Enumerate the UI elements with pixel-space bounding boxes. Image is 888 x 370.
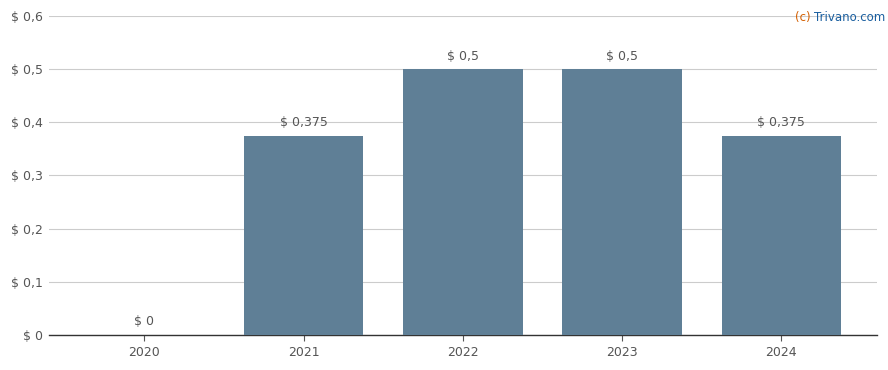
Bar <box>722 136 841 335</box>
Text: $ 0,5: $ 0,5 <box>447 50 479 63</box>
Text: $ 0: $ 0 <box>134 315 155 329</box>
Text: $ 0,5: $ 0,5 <box>606 50 638 63</box>
Bar <box>244 136 363 335</box>
Bar <box>562 69 682 335</box>
Bar <box>403 69 522 335</box>
Text: (c): (c) <box>795 11 814 24</box>
Text: $ 0,375: $ 0,375 <box>280 116 328 129</box>
Text: Trivano.com: Trivano.com <box>814 11 885 24</box>
Text: $ 0,375: $ 0,375 <box>757 116 805 129</box>
